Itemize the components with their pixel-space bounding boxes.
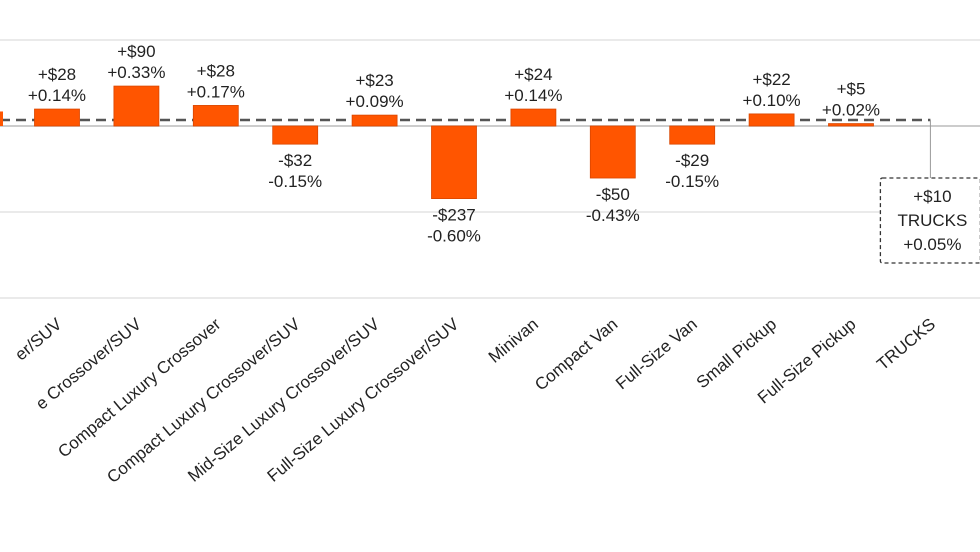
bar (34, 108, 80, 127)
category-label: Minivan (485, 315, 542, 367)
bar-dollar-label: -$29 (675, 151, 709, 170)
category-label: Small Pickup (693, 315, 780, 393)
bar (510, 108, 557, 127)
bar-pct-label: +0.02% (822, 101, 880, 120)
bar-cropped (0, 111, 3, 126)
category-label: Compact Luxury Crossover (54, 314, 224, 461)
trucks-summary-box (879, 177, 980, 264)
category-label: TRUCKS (873, 315, 939, 374)
category-label: Full-Size Van (612, 315, 701, 394)
bar-pct-label: +0.17% (187, 82, 245, 101)
bar-dollar-label: +$5 (837, 80, 866, 99)
category-label: er/SUV (11, 314, 66, 364)
summary-name: TRUCKS (897, 211, 967, 230)
summary-pct: +0.05% (903, 235, 961, 254)
summary-dollar: +$10 (913, 187, 951, 206)
bar (272, 125, 319, 145)
bar-dollar-label: +$90 (117, 42, 155, 61)
bar-dollar-label: +$28 (38, 65, 76, 84)
bar-pct-label: +0.10% (743, 91, 801, 110)
bar (192, 105, 239, 127)
bar (113, 85, 160, 127)
bar-dollar-label: +$28 (197, 61, 235, 80)
bar (669, 125, 716, 145)
bar-pct-label: +0.33% (107, 63, 165, 82)
bar-pct-label: +0.14% (504, 86, 562, 105)
bar (828, 123, 874, 127)
bar (431, 125, 477, 199)
category-label: Compact Van (531, 315, 621, 395)
bar-pct-label: -0.43% (586, 206, 640, 225)
bar-pct-label: -0.15% (268, 172, 322, 191)
bar-pct-label: -0.60% (427, 227, 481, 246)
bar-dollar-label: +$22 (752, 70, 790, 89)
bar-pct-label: +0.09% (346, 92, 404, 111)
bar (748, 113, 795, 127)
bar-dollar-label: -$237 (432, 206, 475, 225)
bar (351, 114, 398, 127)
bar (589, 125, 636, 179)
bar-dollar-label: +$24 (514, 65, 552, 84)
bar-pct-label: +0.14% (28, 86, 86, 105)
bar-dollar-label: -$50 (596, 185, 630, 204)
bar-dollar-label: -$32 (278, 151, 312, 170)
bar-pct-label: -0.15% (665, 172, 719, 191)
bar-dollar-label: +$23 (355, 71, 393, 90)
